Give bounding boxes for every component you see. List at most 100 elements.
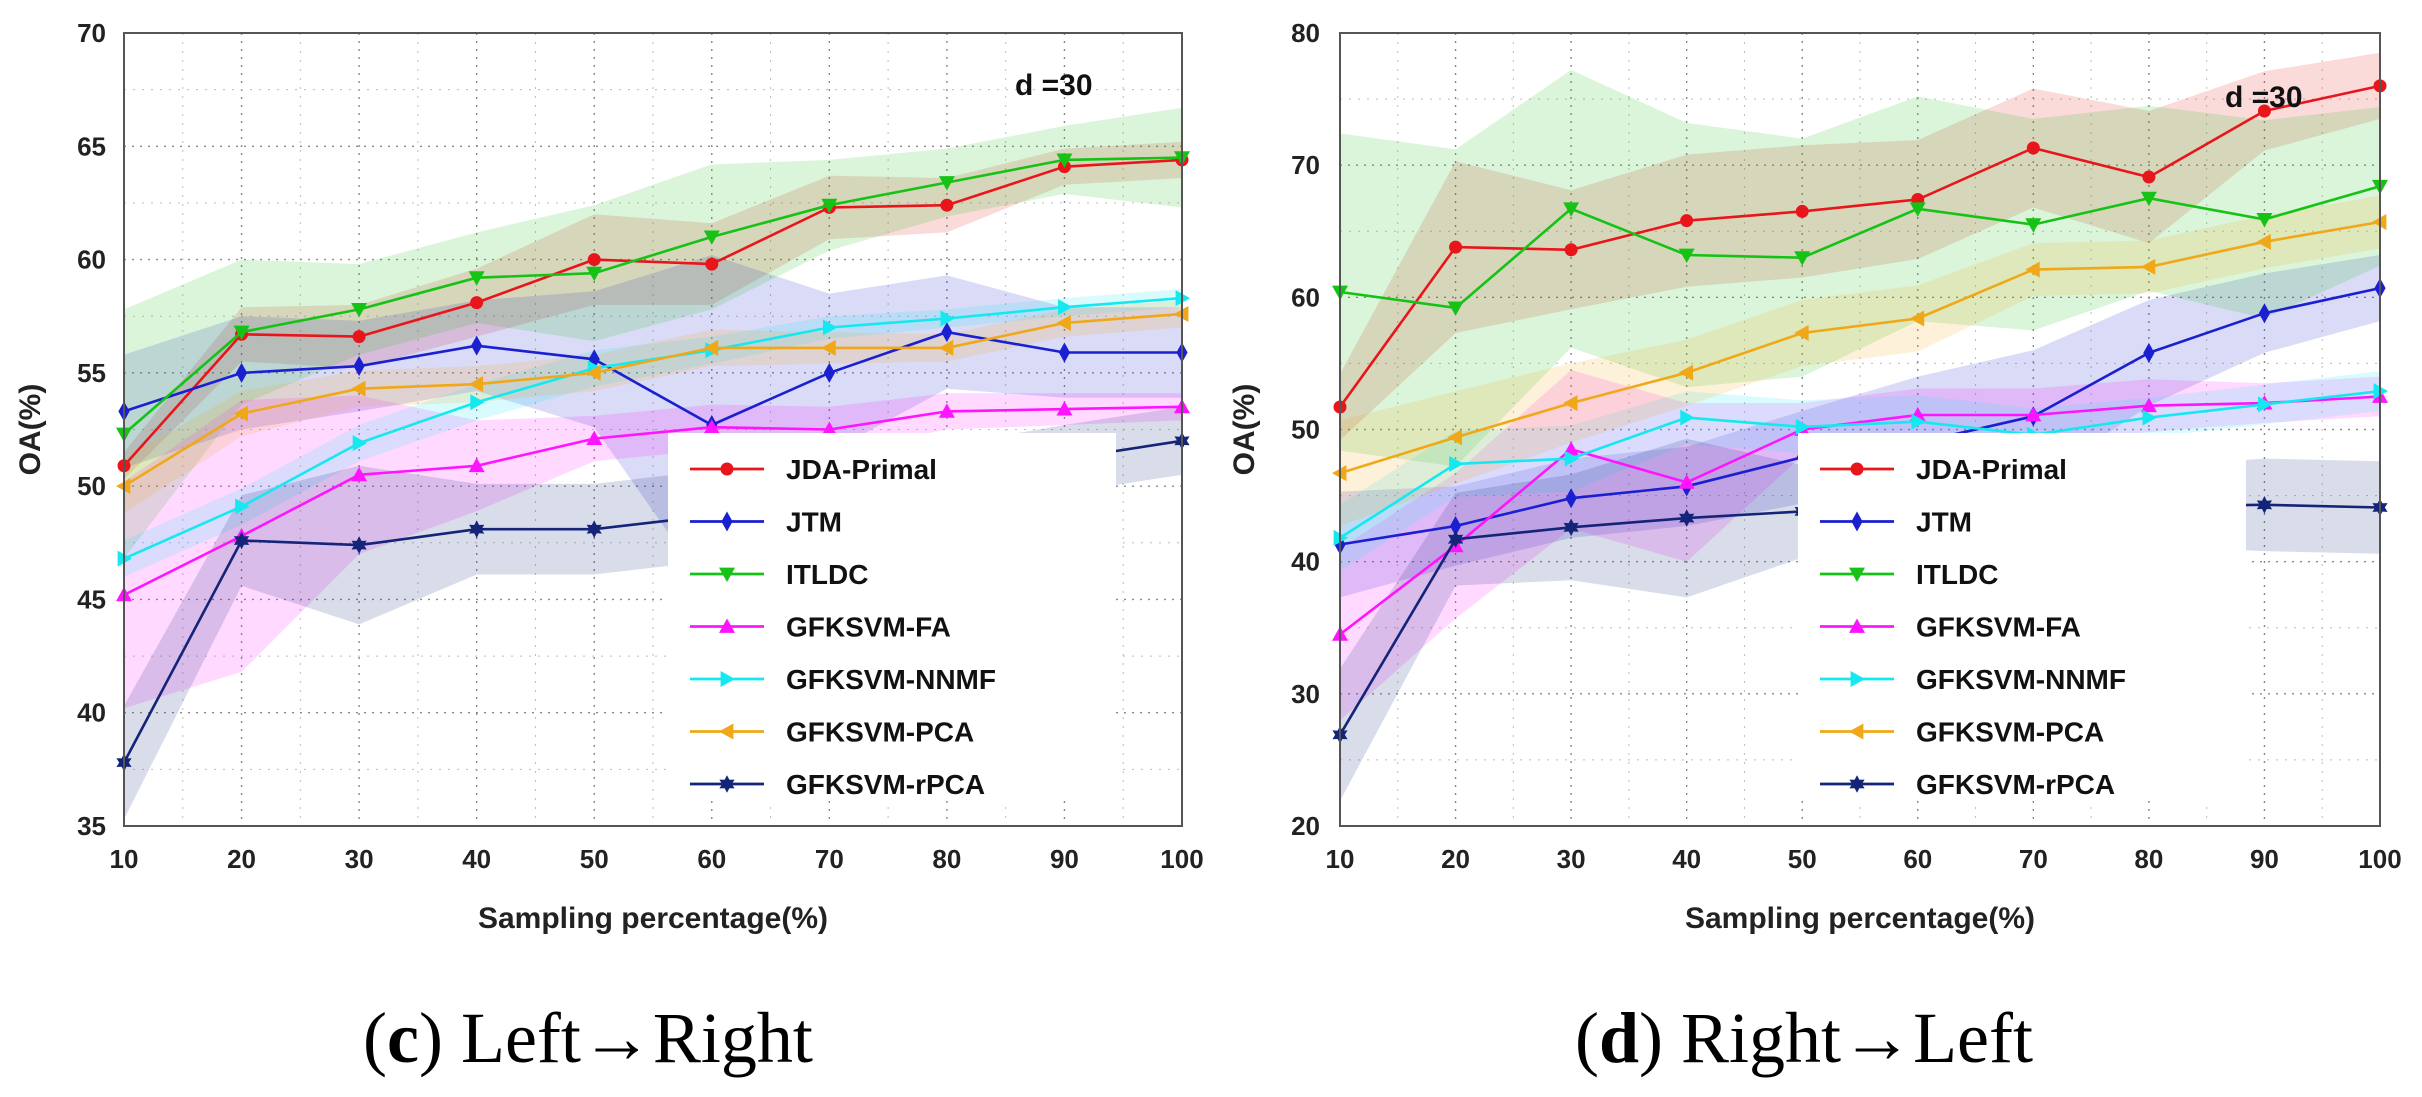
data-point [1794, 251, 1811, 266]
data-point [2257, 104, 2271, 118]
legend-label: GFKSVM-rPCA [786, 769, 985, 800]
data-point [352, 435, 368, 452]
data-point [1447, 429, 1462, 446]
data-point [235, 362, 248, 383]
data-point [2256, 233, 2271, 250]
data-point [1058, 342, 1071, 363]
legend-marker [1850, 671, 1865, 687]
legend-label: GFKSVM-FA [786, 612, 951, 643]
band-gfksvm-pca [1340, 195, 2380, 526]
data-point [1564, 450, 1580, 467]
x-tick-label: 10 [1326, 844, 1355, 874]
x-tick-label: 80 [2134, 844, 2163, 874]
legend-item-gfksvm-nnmf: GFKSVM-NNMF [1820, 664, 2126, 695]
data-point [235, 498, 250, 515]
data-point [703, 339, 719, 356]
y-tick-label: 40 [77, 698, 106, 728]
legend-marker [719, 723, 734, 740]
legend-item-gfksvm-fa: GFKSVM-FA [690, 612, 951, 643]
series-line [1339, 185, 2381, 310]
legend-item-gfksvm-rpca: GFKSVM-rPCA [1820, 769, 2115, 800]
series-itldc [116, 151, 1190, 443]
band-jda-primal [1340, 52, 2380, 441]
data-point [1449, 515, 1462, 536]
data-point [938, 176, 955, 191]
data-point [352, 330, 366, 344]
data-point [1911, 413, 1926, 430]
x-tick-label: 90 [1050, 844, 1079, 874]
legend-marker [1849, 567, 1865, 582]
y-tick-label: 70 [1291, 150, 1320, 180]
legend-label: JTM [786, 507, 842, 538]
x-tick-label: 20 [1441, 844, 1470, 874]
data-point [940, 310, 955, 327]
data-point [1678, 248, 1695, 264]
data-point [703, 230, 720, 245]
legend-marker [719, 567, 735, 582]
data-point [823, 362, 835, 383]
series-line [123, 405, 1183, 597]
series-line [1339, 220, 2381, 475]
y-tick-label: 45 [77, 584, 106, 614]
series-line [1338, 84, 2381, 408]
data-point [2140, 397, 2157, 413]
data-point [1680, 409, 1695, 426]
chart-panel-left-to-right: 10 20 30 40 50 60 70 80 90 100 35 40 45 50 55 60 65 70 Sam… [14, 18, 1204, 935]
axes-frame [123, 32, 1183, 827]
data-point [1056, 153, 1073, 168]
legend-item-gfksvm-rpca: GFKSVM-rPCA [690, 769, 985, 800]
data-point [351, 536, 367, 554]
data-point [351, 380, 366, 397]
legend-box [1798, 433, 2246, 801]
series-line [1339, 395, 2381, 636]
data-point [233, 531, 250, 550]
x-tick-label: 40 [1672, 844, 1701, 874]
data-point [468, 376, 484, 393]
band-jda-primal [124, 141, 1182, 480]
x-tick-label: 20 [227, 844, 256, 874]
data-point [940, 198, 954, 212]
series-jda-primal [1333, 79, 2387, 414]
data-point [703, 419, 720, 434]
annotation-d: d =30 [2225, 81, 2303, 114]
data-point [351, 303, 368, 318]
x-tick-label: 50 [1788, 844, 1817, 874]
legend-item-jda-primal: JDA-Primal [1820, 454, 2067, 485]
data-point [1056, 315, 1071, 332]
data-point [587, 253, 601, 267]
y-tick-label: 50 [77, 471, 106, 501]
data-point [586, 520, 602, 538]
x-tick-label: 30 [345, 844, 374, 874]
legend-marker [1849, 723, 1864, 740]
data-point [1680, 214, 1694, 228]
x-tick-label: 70 [815, 844, 844, 874]
data-point [586, 266, 603, 282]
data-point [821, 421, 838, 436]
legend-item-jtm: JTM [1820, 507, 1972, 538]
data-point [353, 356, 365, 377]
y-tick-label: 50 [1291, 415, 1320, 445]
y-tick-label: 55 [77, 358, 106, 388]
band-gfksvm-pca [124, 300, 1182, 514]
legend-marker [1849, 775, 1865, 793]
data-point [1678, 474, 1695, 489]
data-point [1909, 310, 1925, 327]
legend-label: GFKSVM-rPCA [1916, 769, 2115, 800]
y-tick-label: 60 [1291, 282, 1320, 312]
y-tick-label: 70 [77, 18, 106, 48]
data-point [588, 349, 600, 370]
y-tick-label: 20 [1291, 811, 1320, 841]
x-tick-label: 40 [462, 844, 491, 874]
data-point [1449, 455, 1464, 472]
series-line [123, 156, 1183, 435]
data-point [2143, 342, 2155, 363]
legend-marker [721, 511, 733, 532]
legend-label: ITLDC [1916, 559, 1998, 590]
legend-marker [719, 618, 735, 633]
data-point [470, 394, 485, 411]
data-point [2140, 258, 2156, 275]
data-point [470, 296, 484, 310]
data-point [1795, 204, 1809, 218]
legend-label: GFKSVM-NNMF [786, 664, 996, 695]
